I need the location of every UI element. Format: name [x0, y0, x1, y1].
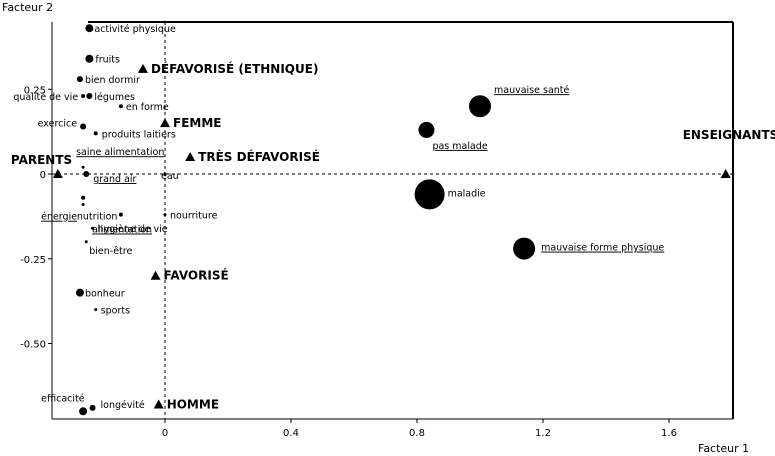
point-marker [85, 24, 94, 33]
point-marker [80, 123, 87, 130]
group-marker [150, 270, 161, 280]
group-marker [185, 152, 196, 162]
point-label: sports [101, 306, 130, 317]
y-tick-label: 0.25 [24, 85, 46, 96]
point-label: légumes [94, 92, 135, 103]
group-marker [160, 118, 170, 128]
point-label: mauvaise santé [494, 85, 570, 96]
point-label: exercice [38, 119, 78, 130]
y-tick-label: -0.25 [20, 255, 46, 266]
point-marker [85, 54, 94, 63]
point-marker [469, 95, 491, 118]
point-marker [84, 240, 88, 244]
point-label: nourriture [170, 211, 218, 222]
point-marker [91, 226, 95, 230]
group-marker [137, 63, 148, 73]
group-label: FAVORISÉ [164, 268, 229, 283]
x-tick-label: 1.2 [535, 428, 551, 439]
group-marker [153, 399, 164, 409]
point-marker [75, 288, 84, 297]
point-label: énergie [41, 212, 77, 223]
y-tick-label: 0 [40, 170, 46, 181]
point-label: eau [161, 171, 179, 182]
x-tick-label: 1.6 [661, 428, 677, 439]
point-marker [79, 407, 88, 416]
point-label: bien-être [89, 246, 132, 257]
point-marker [414, 179, 445, 210]
point-marker [81, 94, 86, 99]
point-marker [163, 172, 167, 176]
point-marker [76, 76, 83, 83]
x-axis-title: Facteur 1 [698, 442, 749, 455]
point-label: nutrition [77, 212, 118, 223]
point-label: fruits [95, 55, 120, 66]
point-label: produits laitiers [102, 129, 176, 140]
group-label: PARENTS [11, 153, 72, 167]
point-marker [418, 121, 435, 138]
point-label: en forme [126, 102, 169, 113]
point-marker [94, 308, 98, 312]
point-marker [163, 213, 167, 217]
point-label: grand air [93, 174, 136, 185]
group-label: HOMME [167, 398, 219, 412]
point-label: bonheur [85, 289, 125, 300]
point-marker [81, 195, 86, 200]
point-label: activité physique [94, 24, 176, 35]
group-marker [52, 169, 63, 178]
group-label: DÉFAVORISÉ (ETHNIQUE) [151, 61, 319, 76]
point-label: hygiène de vie [98, 224, 168, 235]
y-axis-title: Facteur 2 [2, 1, 53, 14]
point-marker [81, 203, 85, 207]
group-label: FEMME [173, 116, 221, 130]
point-marker [89, 404, 96, 411]
point-marker [86, 93, 93, 100]
point-label: pas malade [432, 141, 487, 152]
point-marker [93, 131, 98, 136]
point-marker [513, 237, 536, 260]
point-marker [118, 104, 123, 109]
point-marker [83, 171, 90, 177]
x-tick-label: 0.4 [283, 428, 299, 439]
point-label: qualité de vie [13, 92, 78, 103]
group-marker [720, 169, 731, 178]
point-label: efficacité [41, 393, 85, 404]
group-label: ENSEIGNANTS [683, 128, 775, 142]
point-label: maladie [448, 188, 486, 199]
point-marker [118, 212, 123, 217]
point-label: saine alimentation [76, 147, 164, 158]
point-label: alimentation [92, 225, 152, 236]
group-label: TRÈS DÉFAVORISÉ [198, 149, 320, 164]
point-label: bien dormir [85, 75, 140, 86]
point-marker [81, 165, 85, 169]
point-label: mauvaise forme physique [541, 243, 664, 254]
x-tick-label: 0 [162, 428, 168, 439]
point-label: longévité [101, 400, 145, 411]
y-tick-label: -0.50 [20, 340, 46, 351]
x-tick-label: 0.8 [409, 428, 425, 439]
